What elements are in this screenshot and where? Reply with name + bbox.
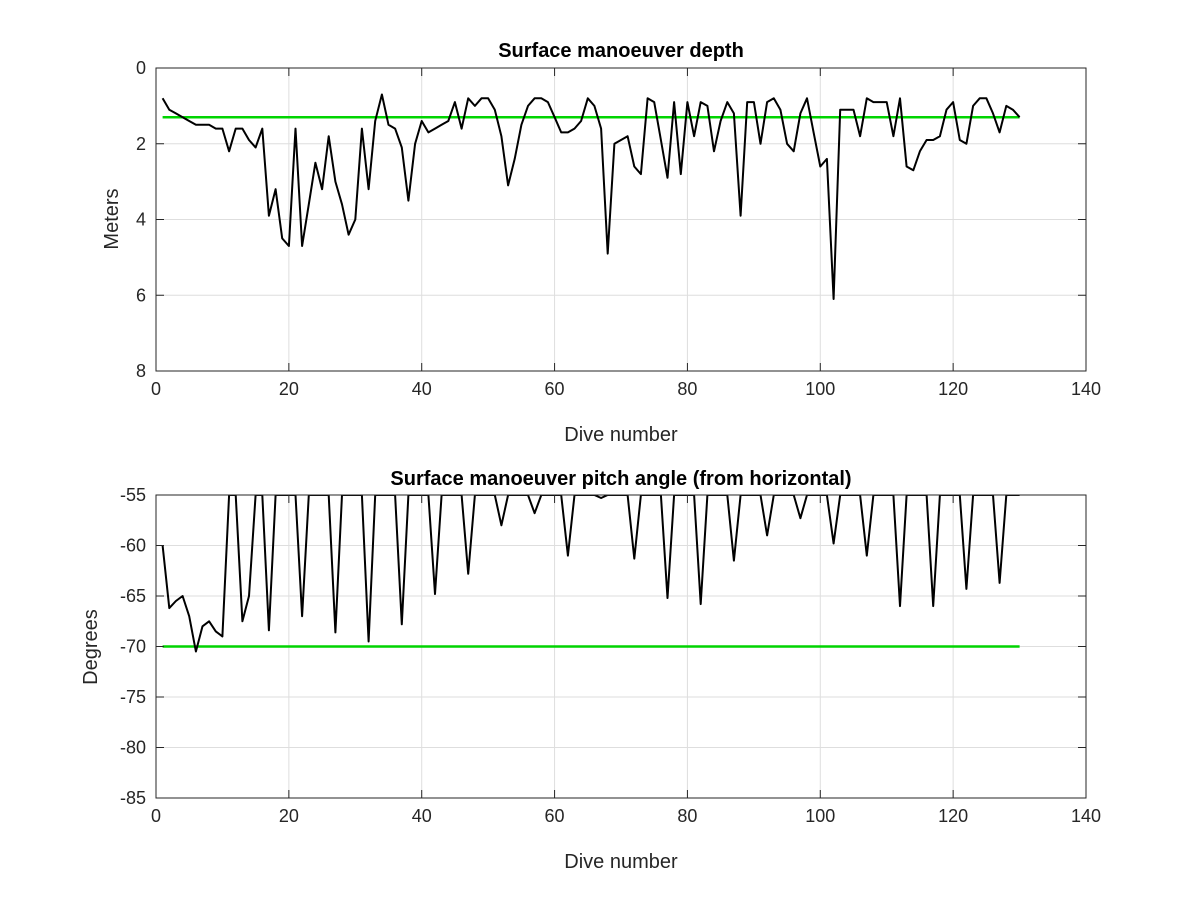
chart-depth-ytick-label: 2 bbox=[136, 134, 146, 154]
chart-pitch-ylabel: Degrees bbox=[80, 609, 102, 685]
chart-pitch-xtick-label: 140 bbox=[1071, 806, 1101, 826]
chart-pitch-ytick-label: -80 bbox=[120, 738, 146, 758]
chart-pitch-xtick-label: 120 bbox=[938, 806, 968, 826]
chart-pitch-xlabel: Dive number bbox=[564, 851, 678, 873]
chart-depth-xtick-label: 60 bbox=[545, 379, 565, 399]
chart-depth-xtick-label: 40 bbox=[412, 379, 432, 399]
chart-depth-xlabel: Dive number bbox=[564, 424, 678, 446]
chart-pitch-xtick-label: 40 bbox=[412, 806, 432, 826]
chart-pitch-ytick-label: -55 bbox=[120, 485, 146, 505]
chart-depth-xtick-label: 120 bbox=[938, 379, 968, 399]
chart-depth-ytick-label: 4 bbox=[136, 210, 146, 230]
chart-pitch-ytick-label: -70 bbox=[120, 637, 146, 657]
chart-pitch-xtick-label: 80 bbox=[677, 806, 697, 826]
chart-pitch-xtick-label: 60 bbox=[545, 806, 565, 826]
chart-pitch-plot-area bbox=[161, 495, 1020, 653]
chart-depth-xtick-label: 140 bbox=[1071, 379, 1101, 399]
chart-pitch-ytick-label: -85 bbox=[120, 788, 146, 808]
chart-pitch-xtick-label: 0 bbox=[151, 806, 161, 826]
chart-depth-ytick-label: 0 bbox=[136, 58, 146, 78]
chart-pitch-xtick-label: 20 bbox=[279, 806, 299, 826]
chart-depth-xtick-label: 80 bbox=[677, 379, 697, 399]
chart-depth-xtick-label: 100 bbox=[805, 379, 835, 399]
chart-depth: 0 20 40 60 80 100 120 140 0 2 4 6 8 Surface manoeuve… bbox=[101, 40, 1101, 446]
chart-pitch: 0 20 40 60 80 100 120 140-55-60-65-70-75-80-85 … bbox=[80, 468, 1101, 873]
chart-depth-ticks: 0 20 40 60 80 100 120 140 0 2 4 6 8 bbox=[136, 58, 1101, 399]
chart-pitch-xtick-label: 100 bbox=[805, 806, 835, 826]
chart-depth-ytick-label: 6 bbox=[136, 285, 146, 305]
chart-pitch-ytick-label: -60 bbox=[120, 536, 146, 556]
chart-depth-data-line bbox=[161, 93, 1021, 300]
chart-pitch-ytick-label: -75 bbox=[120, 687, 146, 707]
chart-depth-title: Surface manoeuver depth bbox=[498, 40, 744, 62]
chart-depth-plot-area bbox=[161, 93, 1021, 300]
chart-depth-ytick-label: 8 bbox=[136, 361, 146, 381]
chart-pitch-title: Surface manoeuver pitch angle (from hori… bbox=[390, 468, 851, 490]
chart-depth-ylabel: Meters bbox=[101, 188, 123, 249]
chart-pitch-ticks: 0 20 40 60 80 100 120 140 -55 -60 -65 -70 -75 -80 -85 bbox=[120, 485, 1101, 826]
chart-pitch-data-line bbox=[161, 495, 1020, 653]
chart-pitch-ytick-label: -65 bbox=[120, 586, 146, 606]
chart-depth-xtick-label: 20 bbox=[279, 379, 299, 399]
chart-depth-xtick-label: 0 bbox=[151, 379, 161, 399]
